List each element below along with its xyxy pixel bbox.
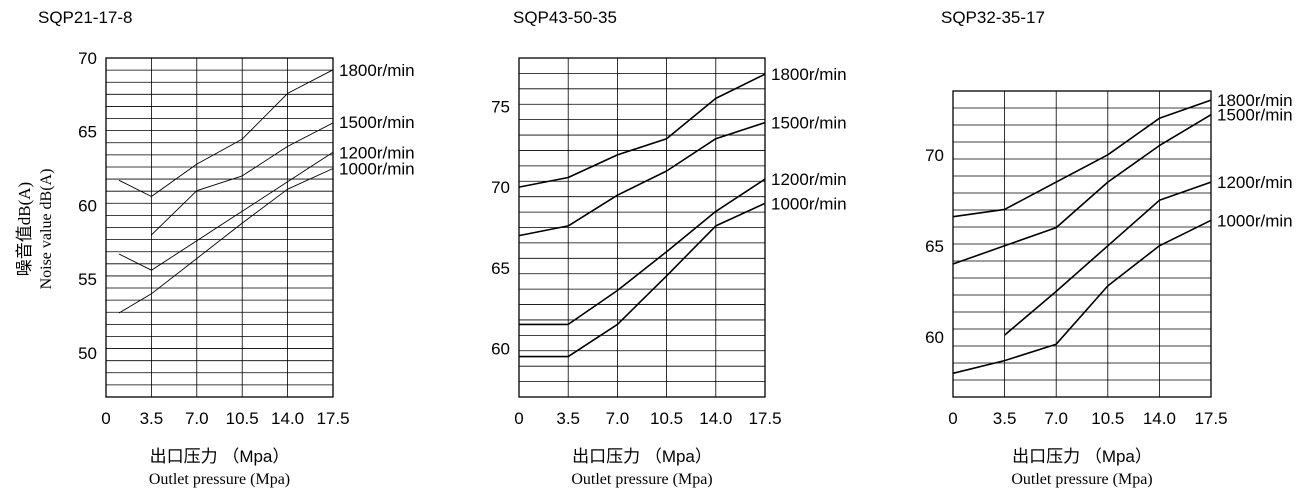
y-axis-label-cn: 噪音值dB(A) bbox=[15, 182, 34, 276]
x-tick-label: 10.5 bbox=[650, 409, 683, 428]
series-label: 1200r/min bbox=[771, 170, 847, 189]
series-label: 1000r/min bbox=[771, 194, 847, 213]
series-line-1200r-min bbox=[1004, 181, 1212, 336]
chart-1: SQP21-17-8 0 3.5 7.0 10.5 14.0 17.5 50 55 60 65 70 1… bbox=[38, 8, 415, 488]
series-line-1800r-min bbox=[952, 99, 1212, 218]
x-axis-label-cn: 出口压力 （Mpa） bbox=[572, 447, 712, 466]
x-tick-label: 0 bbox=[101, 409, 110, 428]
y-axis-label-en: Noise value dB(A) bbox=[38, 169, 55, 290]
series-label: 1000r/min bbox=[1217, 211, 1293, 230]
chart-title: SQP32-35-17 bbox=[941, 8, 1045, 27]
x-axis-label-en: Outlet pressure (Mpa) bbox=[149, 471, 290, 488]
series-line-1500r-min bbox=[952, 114, 1212, 265]
x-tick-label: 3.5 bbox=[993, 409, 1017, 428]
series-label: 1000r/min bbox=[339, 160, 415, 179]
y-tick-label: 60 bbox=[925, 328, 944, 347]
series-label: 1500r/min bbox=[339, 113, 415, 132]
series-line-1200r-min bbox=[118, 151, 334, 271]
series-label: 1500r/min bbox=[771, 114, 847, 133]
x-tick-label: 0 bbox=[514, 409, 523, 428]
series-line-1500r-min bbox=[518, 121, 766, 237]
x-tick-label: 17.5 bbox=[748, 409, 781, 428]
y-tick-label: 50 bbox=[78, 344, 97, 363]
x-tick-label: 17.5 bbox=[1194, 409, 1227, 428]
y-tick-label: 70 bbox=[925, 146, 944, 165]
x-tick-label: 17.5 bbox=[316, 409, 349, 428]
x-axis-label-en: Outlet pressure (Mpa) bbox=[571, 471, 712, 488]
series-label: 1800r/min bbox=[771, 65, 847, 84]
y-tick-label: 70 bbox=[491, 178, 510, 197]
series-line-1200r-min bbox=[519, 178, 766, 326]
series-label: 1200r/min bbox=[339, 143, 415, 162]
chart-2: SQP43-50-35 0 3.5 7.0 10.5 14.0 17.5 60 65 70 75 18… bbox=[491, 8, 847, 488]
x-tick-label: 14.0 bbox=[1143, 409, 1176, 428]
x-tick-label: 0 bbox=[948, 409, 957, 428]
x-tick-label: 7.0 bbox=[185, 409, 209, 428]
chart-3: SQP32-35-17 0 3.5 7.0 10.5 14.0 17.5 60 65 70 1800… bbox=[925, 8, 1293, 488]
x-axis-label-cn: 出口压力 （Mpa） bbox=[150, 447, 290, 466]
y-tick-label: 75 bbox=[491, 97, 510, 116]
plot-frame bbox=[518, 57, 766, 398]
y-tick-label: 65 bbox=[78, 123, 97, 142]
x-tick-label: 7.0 bbox=[606, 409, 630, 428]
plot-frame bbox=[952, 90, 1212, 398]
series-label: 1500r/min bbox=[1217, 106, 1293, 125]
y-tick-label: 55 bbox=[78, 270, 97, 289]
chart-title: SQP21-17-8 bbox=[38, 8, 133, 27]
x-axis-label-en: Outlet pressure (Mpa) bbox=[1011, 471, 1152, 488]
chart-title: SQP43-50-35 bbox=[513, 8, 617, 27]
x-tick-label: 14.0 bbox=[271, 409, 304, 428]
series-line-1800r-min bbox=[518, 73, 766, 188]
y-tick-label: 70 bbox=[78, 49, 97, 68]
series-label: 1800r/min bbox=[339, 61, 415, 80]
charts-group: SQP21-17-8 0 3.5 7.0 10.5 14.0 17.5 50 55 60 65 70 1… bbox=[38, 8, 1293, 488]
series-line-1000r-min bbox=[952, 219, 1212, 375]
series-label: 1200r/min bbox=[1217, 173, 1293, 192]
series-line-1800r-min bbox=[118, 69, 334, 197]
series-line-1000r-min bbox=[118, 168, 334, 314]
y-tick-label: 65 bbox=[491, 259, 510, 278]
x-tick-label: 10.5 bbox=[226, 409, 259, 428]
plot-frame bbox=[105, 57, 334, 398]
y-tick-label: 65 bbox=[925, 237, 944, 256]
series-line-1500r-min bbox=[151, 122, 334, 236]
x-axis-label-cn: 出口压力 （Mpa） bbox=[1012, 447, 1152, 466]
x-tick-label: 7.0 bbox=[1044, 409, 1068, 428]
series-line-1000r-min bbox=[519, 202, 766, 358]
x-tick-label: 3.5 bbox=[140, 409, 164, 428]
y-tick-label: 60 bbox=[491, 340, 510, 359]
x-tick-label: 3.5 bbox=[556, 409, 580, 428]
x-tick-label: 14.0 bbox=[699, 409, 732, 428]
y-tick-label: 60 bbox=[78, 196, 97, 215]
x-tick-label: 10.5 bbox=[1091, 409, 1124, 428]
series-label: 1800r/min bbox=[1217, 91, 1293, 110]
